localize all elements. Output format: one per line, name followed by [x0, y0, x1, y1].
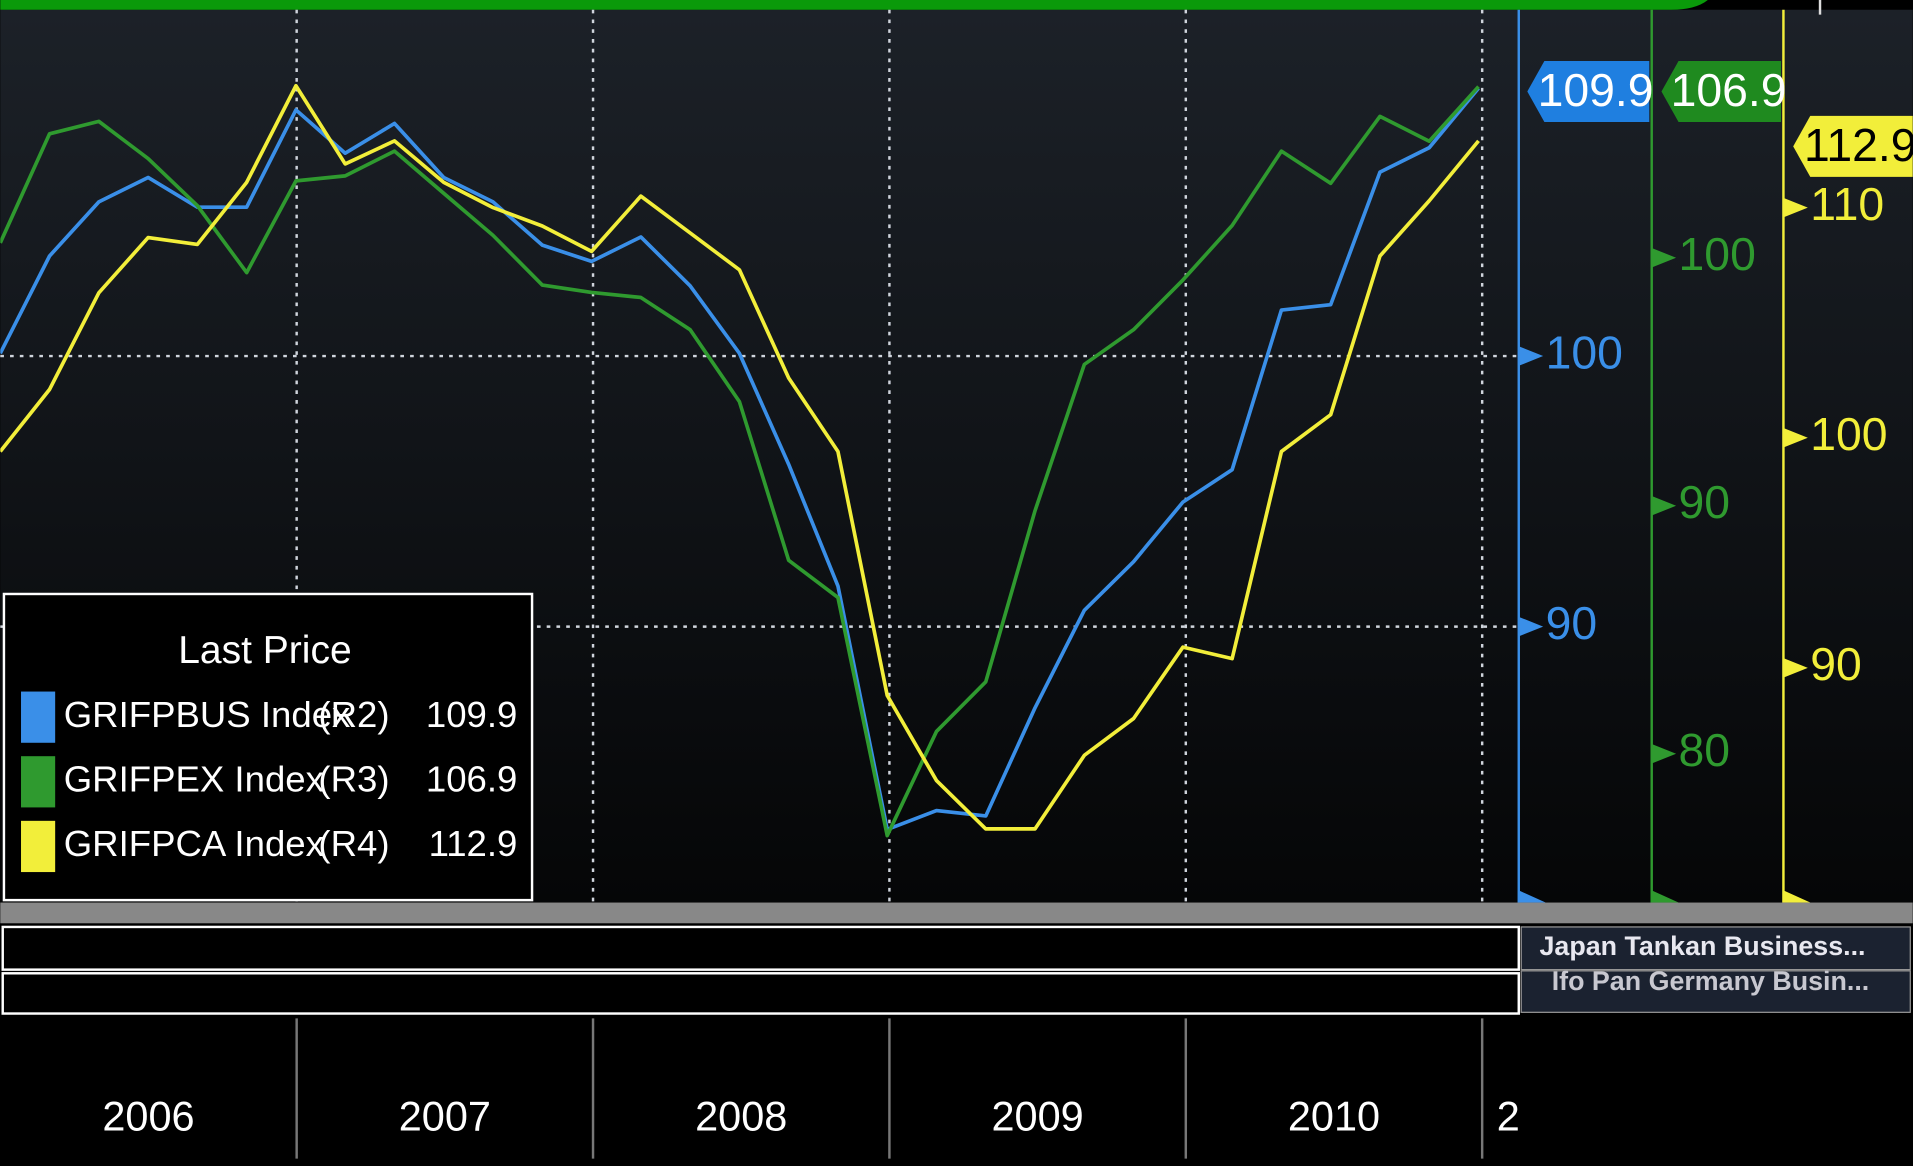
- tick-mark: [1651, 495, 1677, 516]
- tick-mark: [1651, 247, 1677, 268]
- y-tick-label: 90: [1546, 597, 1598, 649]
- series-line: [0, 87, 1480, 832]
- value-flag-label: 106.9: [1671, 64, 1787, 116]
- tick-mark: [1783, 658, 1808, 678]
- tick-mark: [1651, 743, 1677, 764]
- sub-panel: [1, 925, 1520, 971]
- panel-label-box: [1520, 926, 1911, 971]
- legend-swatch: [21, 820, 56, 873]
- y-tick-label: 100: [1810, 408, 1887, 460]
- x-tick-label: 2006: [102, 1093, 194, 1140]
- axis-end-marker: [1651, 890, 1679, 903]
- series-line: [0, 83, 1480, 831]
- legend-swatch: [21, 756, 56, 808]
- y-tick-label: 90: [1810, 638, 1862, 690]
- x-tick-label: 2009: [991, 1093, 1083, 1140]
- panel-label-box: [1520, 970, 1911, 1013]
- legend-name: GRIFPCA Index: [64, 823, 324, 864]
- tick-mark: [1783, 197, 1808, 218]
- panel-label: Japan Tankan Business...: [1540, 931, 1866, 961]
- sub-panel: [1, 972, 1520, 1015]
- legend-axis: (R4): [318, 823, 389, 864]
- x-tick-label: 2008: [695, 1093, 787, 1140]
- legend-value: 106.9: [426, 758, 518, 799]
- y-tick-label: 100: [1679, 228, 1756, 280]
- series-line: [0, 85, 1480, 838]
- x-tick-label: 2: [1497, 1093, 1520, 1140]
- legend-name: GRIFPEX Index: [64, 758, 324, 799]
- legend-value: 112.9: [429, 823, 518, 864]
- x-tick-label: 2007: [399, 1093, 491, 1140]
- y-tick-label: 110: [1810, 178, 1884, 230]
- y-tick-label: 90: [1679, 476, 1731, 528]
- legend-value: 109.9: [426, 694, 518, 735]
- panel-label: Ifo Pan Germany Busin...: [1552, 966, 1870, 996]
- tick-mark: [1783, 427, 1808, 448]
- legend-title: Last Price: [178, 629, 351, 672]
- separator: [0, 902, 1913, 924]
- legend-swatch: [21, 691, 56, 743]
- tick-mark: [1518, 346, 1544, 366]
- value-flag-label: 112.9: [1804, 119, 1913, 171]
- value-flag-label: 109.9: [1538, 64, 1654, 116]
- legend: [2, 592, 534, 902]
- x-tick-label: 2010: [1288, 1093, 1380, 1140]
- y-tick-label: 100: [1546, 326, 1623, 378]
- legend-name: GRIFPBUS Index: [64, 694, 351, 735]
- axis-end-marker: [1518, 890, 1546, 903]
- value-flag: [1793, 115, 1913, 177]
- tick-mark: [1518, 616, 1544, 637]
- vertical-grid: [295, 9, 1484, 1159]
- y-tick-label: 80: [1679, 724, 1731, 776]
- legend-axis: (R2): [318, 694, 389, 735]
- value-flag: [1527, 60, 1650, 122]
- legend-axis: (R3): [318, 758, 389, 799]
- value-flag: [1661, 60, 1781, 122]
- top-bar: [0, 0, 1708, 10]
